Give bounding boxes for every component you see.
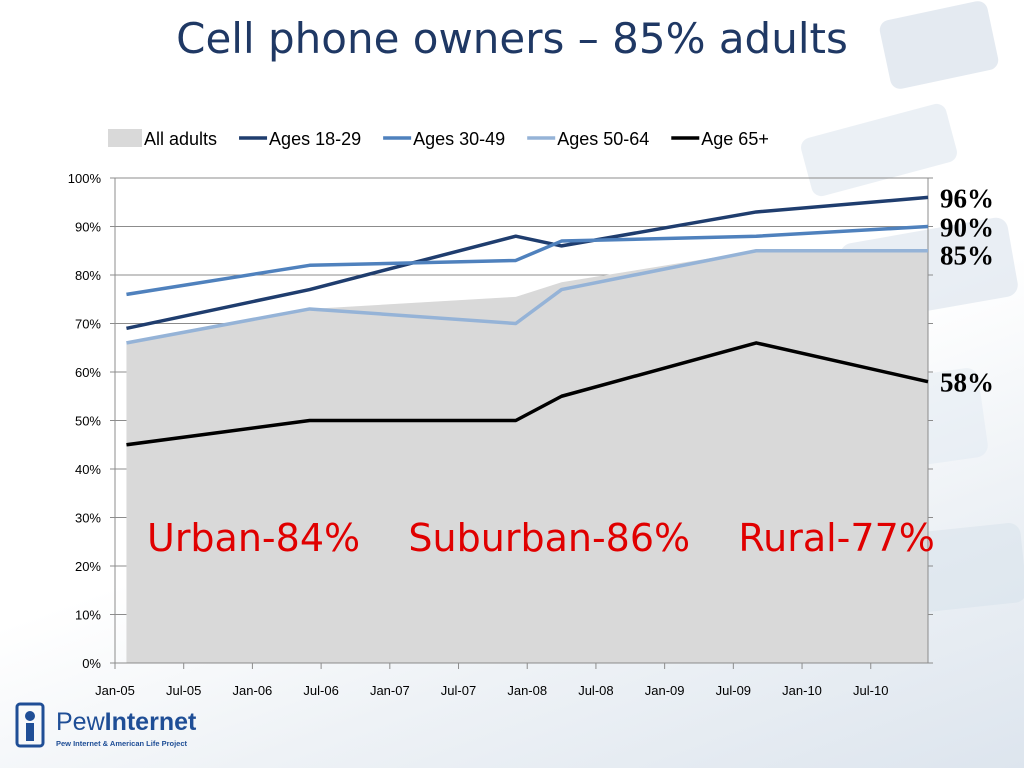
legend-label: Ages 30-49 (413, 129, 505, 149)
end-label: 85% (940, 241, 994, 271)
y-tick-label: 100% (68, 171, 102, 186)
x-tick-label: Jan-10 (782, 683, 822, 698)
x-tick-label: Jan-06 (233, 683, 273, 698)
y-tick-label: 70% (75, 317, 101, 332)
legend-swatch (108, 129, 142, 147)
legend-item: Ages 30-49 (383, 129, 505, 149)
x-tick-label: Jul-05 (166, 683, 201, 698)
area-series-all-adults (126, 250, 929, 663)
x-tick-label: Jan-08 (507, 683, 547, 698)
y-tick-label: 20% (75, 559, 101, 574)
pew-internet-logo: PewInternet Pew Internet & American Life… (14, 702, 214, 754)
legend-item: Age 65+ (671, 129, 769, 149)
slide-title: Cell phone owners – 85% adults (176, 14, 848, 63)
line-series-ages-30-49 (126, 224, 929, 297)
pew-logo-icon (15, 702, 45, 748)
x-tick-label: Jul-08 (578, 683, 613, 698)
legend-label: Age 65+ (701, 129, 769, 149)
y-tick-label: 40% (75, 462, 101, 477)
x-tick-label: Jan-07 (370, 683, 410, 698)
x-tick-label: Jul-06 (303, 683, 338, 698)
area-layer (126, 250, 929, 663)
x-tick-label: Jul-07 (441, 683, 476, 698)
logo-subtitle: Pew Internet & American Life Project (56, 739, 188, 748)
y-tick-label: 10% (75, 608, 101, 623)
x-tick-label: Jan-09 (645, 683, 685, 698)
y-tick-label: 0% (82, 656, 101, 671)
x-tick-label: Jan-05 (95, 683, 135, 698)
legend-label: Ages 18-29 (269, 129, 361, 149)
legend-item: All adults (108, 129, 217, 149)
line-series-ages-50-64 (126, 249, 928, 345)
logo-wordmark: PewInternet (56, 708, 196, 737)
line-layer (126, 195, 929, 447)
logo-name-bold: Internet (104, 708, 197, 736)
end-label: 58% (940, 368, 994, 398)
axes: 0% 10% 20% 30% 40% 50% 60% 70% 80% 90% 100% Jan-05 J… (68, 171, 933, 698)
chart-legend: All adults Ages 18-29 Ages 30-49 Ages 50-64… (108, 129, 769, 149)
legend-item: Ages 18-29 (239, 129, 361, 149)
line-series-ages-18-29 (126, 195, 929, 331)
y-tick-label: 30% (75, 511, 101, 526)
legend-label: Ages 50-64 (557, 129, 649, 149)
end-label: 96% (940, 183, 994, 213)
y-tick-label: 60% (75, 365, 101, 380)
x-tick-label: Jul-10 (853, 683, 888, 698)
y-tick-label: 90% (75, 220, 101, 235)
end-label: 90% (940, 213, 994, 243)
y-tick-label: 50% (75, 414, 101, 429)
x-tick-label: Jul-09 (716, 683, 751, 698)
line-series-age-65- (126, 341, 929, 447)
legend-item: Ages 50-64 (527, 129, 649, 149)
logo-name-light: Pew (56, 708, 105, 736)
legend-label: All adults (144, 129, 217, 149)
end-labels: 96%90%85% 58% (940, 183, 994, 397)
y-tick-label: 80% (75, 268, 101, 283)
location-breakdown-annotation: Urban-84% Suburban-86% Rural-77% (147, 516, 935, 560)
